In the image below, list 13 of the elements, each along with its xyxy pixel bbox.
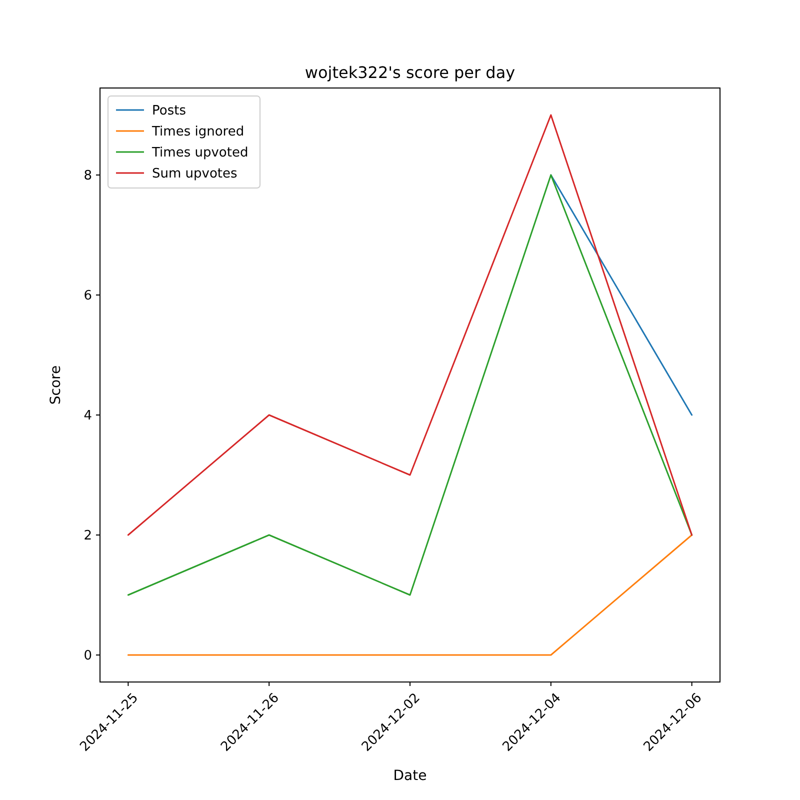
y-tick-label: 2 [84, 528, 92, 544]
legend-label: Posts [152, 104, 186, 119]
y-tick-label: 4 [84, 408, 92, 424]
legend-label: Times upvoted [151, 146, 248, 161]
y-tick-label: 0 [84, 648, 92, 664]
line-series [127, 114, 693, 536]
y-tick-label: 6 [84, 288, 92, 304]
legend-label: Sum upvotes [152, 166, 238, 182]
legend-label: Times ignored [151, 124, 244, 140]
y-axis-title: Score [48, 365, 64, 405]
y-tick-label: 8 [84, 168, 92, 184]
x-axis-title: Date [393, 768, 427, 784]
chart-title: wojtek322's score per day [304, 63, 516, 82]
